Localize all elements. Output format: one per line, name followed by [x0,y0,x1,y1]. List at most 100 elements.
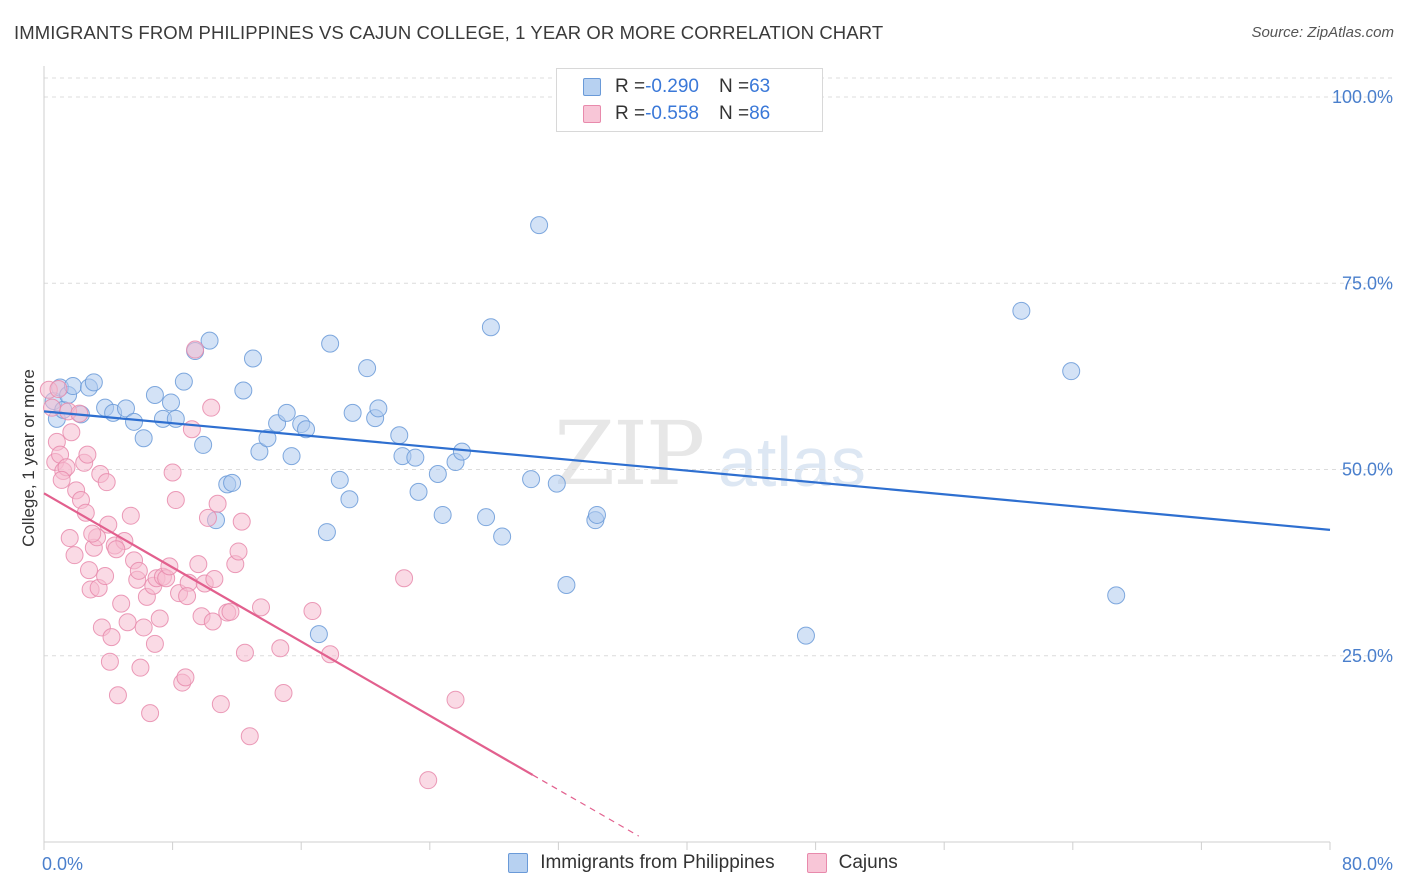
y-tick-label: 75.0% [1342,273,1393,293]
philippines-point [258,429,277,448]
cajun-point [208,494,227,513]
philippines-point [530,216,549,235]
philippines-point [343,403,362,422]
philippines-point [409,482,428,501]
cajun-point [80,561,99,580]
cajun-point [108,686,127,705]
y-tick-label: 100.0% [1332,87,1393,107]
cajun-point [131,658,150,677]
y-tick-label: 25.0% [1342,646,1393,666]
philippines-point [452,442,471,461]
legend-n-label: N = [718,76,750,97]
philippines-point [234,381,253,400]
x-tick-label: 80.0% [1342,854,1393,874]
cajun-point [221,602,240,621]
grid-lines [44,77,1392,657]
cajun-point [150,609,169,628]
philippines-point [321,334,340,353]
philippines-point [433,505,452,524]
philippines-point [174,372,193,391]
philippines-point [134,429,153,448]
legend-r-value: -0.290 [645,76,699,97]
cajun-point [97,473,116,492]
philippines-point [481,318,500,337]
legend-n-value: 86 [749,103,771,124]
chart-title: IMMIGRANTS FROM PHILIPPINES VS CAJUN COL… [14,22,884,43]
legend-label: Cajuns [838,852,898,873]
philippines-point [330,470,349,489]
trend-line [43,410,1331,531]
philippines-point [200,331,219,350]
cajun-point [145,634,164,653]
philippines-point [369,399,388,418]
philippines-point [194,435,213,454]
x-tick-label: 0.0% [42,854,83,874]
cajun-point [235,643,254,662]
legend-item-cajuns[interactable]: Cajuns [806,852,898,874]
cajun-point [229,542,248,561]
y-axis-label: College, 1 year or more [19,369,38,547]
philippines-point [522,470,541,489]
philippines-point [309,625,328,644]
blue-swatch-icon [583,78,601,96]
cajun-point [203,612,222,631]
cajun-point [395,569,414,588]
cajun-point [198,508,217,527]
philippines-point [243,349,262,368]
philippines-point [297,420,316,439]
philippines-point [358,359,377,378]
cajun-point [107,540,126,559]
philippines-point [477,508,496,527]
pink-swatch-icon [806,853,827,873]
trend-lines [43,410,1331,837]
cajun-point [202,398,221,417]
watermark-zip: ZIP [554,402,705,505]
cajun-point [62,423,81,442]
tick-labels: 100.0% 75.0% 50.0% 25.0% 0.0% 80.0% [42,87,1393,874]
philippines-point [116,399,135,418]
cajun-point [65,546,84,565]
legend-n-label: N = [718,103,750,124]
cajun-point [166,491,185,510]
trend-line [43,492,534,776]
cajun-point [100,652,119,671]
legend-row-cajuns: R = -0.558 N = 86 [583,101,770,127]
philippines-point [125,412,144,431]
philippines-point [317,523,336,542]
axes [43,66,1331,850]
legend-label: Immigrants from Philippines [540,852,775,873]
philippines-point [1107,586,1126,605]
cajun-point [178,587,197,606]
philippines-point [145,386,164,404]
legend-r-label: R = [615,76,646,97]
philippines-point [63,377,82,396]
cajun-point [163,463,182,482]
philippines-point [587,505,606,524]
cajun-point [232,512,251,531]
philippines-point [223,473,242,492]
cajun-point [274,684,293,702]
cajun-point [60,529,79,548]
legend-item-philippines[interactable]: Immigrants from Philippines [508,852,775,874]
philippines-point [161,393,180,412]
cajun-point [134,618,153,637]
trend-line-extension [532,774,640,837]
philippines-point [250,442,269,461]
philippines-point [796,626,815,645]
blue-swatch-icon [508,853,529,873]
legend-r-value: -0.558 [645,103,699,124]
cajun-point [129,561,148,580]
y-tick-label: 50.0% [1342,460,1393,480]
cajun-point [419,771,438,790]
cajun-point [303,602,322,621]
cajun-point [182,420,201,439]
philippines-point [557,575,576,594]
philippines-point [406,448,425,467]
philippines-point [390,426,409,445]
philippines-point [84,373,103,392]
philippines-point [340,490,359,509]
cajun-point [205,570,224,589]
cajun-point [83,524,102,543]
cajun-point [52,470,71,489]
philippines-point [277,403,296,422]
